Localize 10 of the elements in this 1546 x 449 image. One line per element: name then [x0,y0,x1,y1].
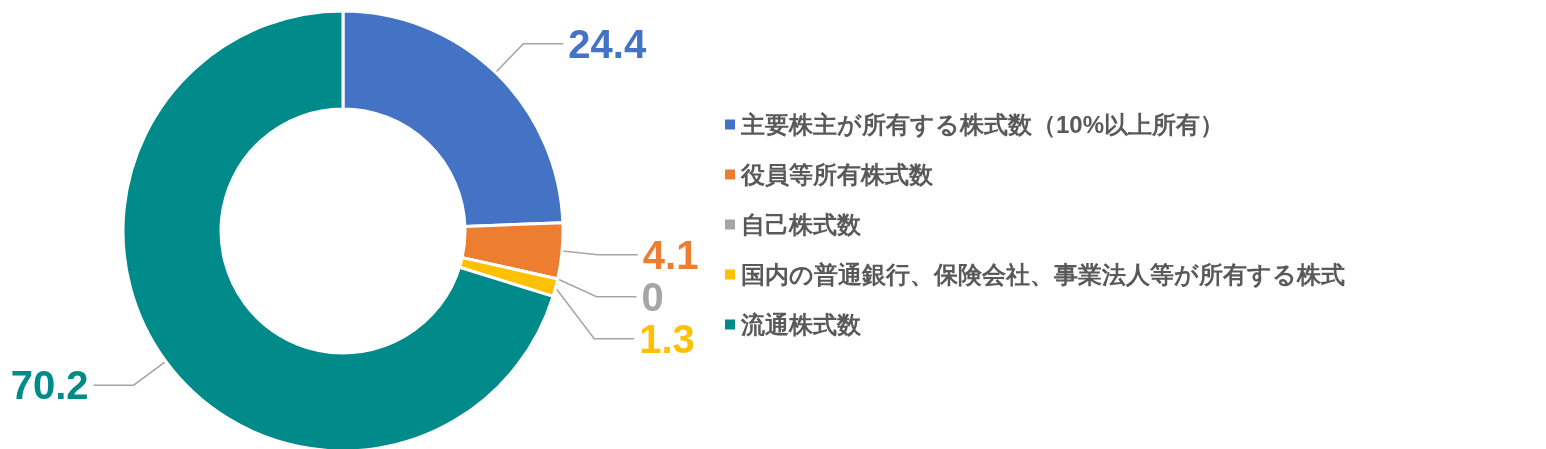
legend-label: 主要株主が所有する株式数（10%以上所有） [740,111,1225,138]
legend-label: 自己株式数 [741,211,862,238]
data-label: 4.1 [642,232,699,277]
legend-label: 役員等所有株式数 [740,161,934,188]
data-label: 24.4 [568,21,647,66]
data-label: 1.3 [639,316,695,361]
legend-label: 国内の普通銀行、保険会社、事業法人等が所有する株式 [741,261,1345,288]
legend-label: 流通株式数 [740,311,862,338]
text: 0 [641,274,664,319]
data-label: 70.2 [10,363,89,408]
